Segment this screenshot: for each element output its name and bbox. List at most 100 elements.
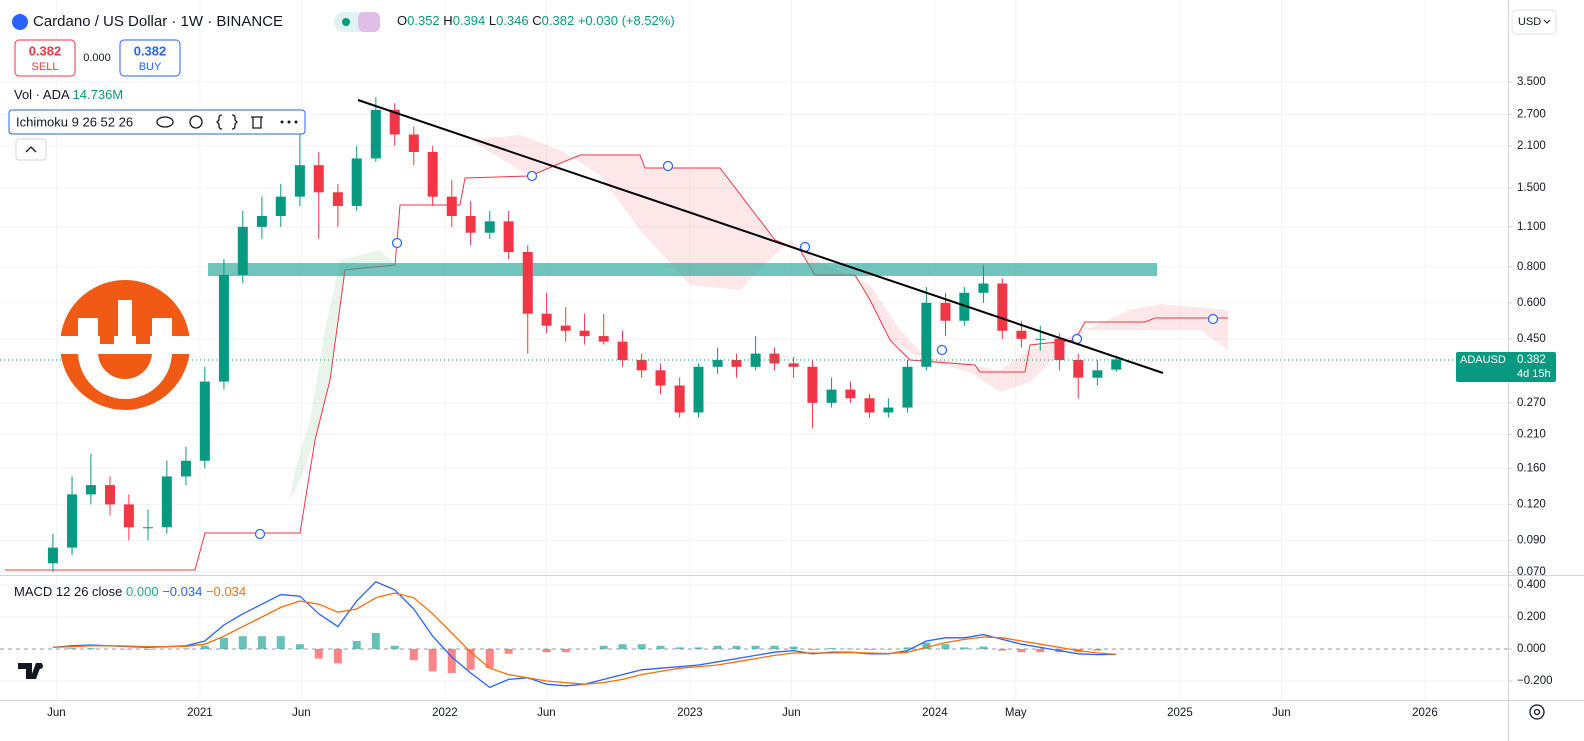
macd-histogram-bar	[789, 646, 798, 649]
x-tick-label: Jun	[47, 707, 66, 719]
sell-button[interactable]	[14, 39, 76, 77]
macd-histogram-bar	[352, 640, 361, 649]
macd-histogram-bar	[485, 648, 494, 669]
candle-body	[256, 215, 267, 227]
x-tick-label: Jun	[782, 707, 801, 719]
macd-histogram-bar	[903, 647, 912, 649]
logo-shape	[78, 318, 172, 399]
y-tick-label: 0.800	[1517, 261, 1546, 273]
anchor[interactable]	[254, 528, 266, 540]
candle-body	[484, 221, 495, 233]
macd-histogram-bar	[998, 648, 1007, 651]
c-value: 0.382	[542, 13, 575, 28]
y-tick-label: 0.600	[1517, 297, 1546, 309]
candle-body	[237, 226, 248, 275]
macd-histogram-bar	[86, 648, 95, 649]
symbol-title[interactable]: Cardano / US Dollar · 1W · BINANCE	[33, 13, 283, 30]
macd-histogram-bar	[257, 636, 266, 649]
macd-histogram-bar	[295, 644, 304, 649]
macd-histogram-bar	[428, 648, 437, 672]
candle-body	[313, 165, 324, 193]
macd-y-tick-label: 0.400	[1517, 579, 1546, 591]
candle-body	[123, 504, 134, 528]
x-tick-label: 2022	[432, 707, 458, 719]
macd-histogram-bar	[751, 645, 760, 649]
volume-value: 14.736M	[73, 87, 124, 102]
badge-icon[interactable]	[358, 12, 380, 32]
support-zone[interactable]	[208, 263, 1157, 276]
ichimoku-cloud-green	[290, 250, 395, 500]
ichimoku-baseline	[5, 154, 1228, 571]
macd-histogram-bar	[618, 644, 627, 649]
macd-histogram-bar	[732, 645, 741, 649]
macd-histogram-bar	[200, 645, 209, 649]
candle-body	[1016, 330, 1027, 339]
y-tick-label: 3.500	[1517, 76, 1546, 88]
candle-body	[1073, 360, 1084, 378]
macd-histogram-bar	[466, 648, 475, 670]
collapse-button[interactable]	[15, 138, 47, 161]
candle-body	[1111, 359, 1122, 370]
y-tick-label: 0.160	[1517, 462, 1546, 474]
x-tick-label: Jun	[292, 707, 311, 719]
candle-body	[408, 134, 419, 152]
macd-histogram-bar	[371, 632, 380, 649]
tv-logo	[18, 663, 42, 679]
macd-histogram-bar	[68, 648, 77, 649]
macd-histogram-bar	[542, 648, 551, 653]
anchor[interactable]	[391, 237, 403, 249]
h-label: H	[443, 13, 452, 28]
candle-body	[465, 215, 476, 233]
buy-button[interactable]	[119, 39, 181, 77]
macd-y-tick-label: 0.200	[1517, 611, 1546, 623]
macd-histogram-bar	[1093, 648, 1102, 651]
anchor[interactable]	[662, 160, 674, 172]
o-label: O	[397, 13, 407, 28]
change: +0.030 (+8.52%)	[578, 13, 675, 28]
y-tick-label: 0.270	[1517, 397, 1546, 409]
candle-body	[199, 381, 210, 461]
macd-histogram-bar	[960, 647, 969, 649]
volume-label: Vol · ADA	[14, 87, 70, 102]
more-icon[interactable]	[280, 120, 298, 124]
macd-histogram-bar	[1036, 648, 1045, 653]
macd-histogram-bar	[675, 647, 684, 649]
dot	[287, 120, 291, 124]
y-tick-label: 0.450	[1517, 333, 1546, 345]
candle-body	[446, 196, 457, 216]
candle-body	[522, 252, 533, 314]
macd-histogram-bar	[447, 648, 456, 673]
y-tick-label: 2.700	[1517, 108, 1546, 120]
macd-histogram-bar	[314, 648, 323, 659]
macd-histogram-bar	[143, 648, 152, 650]
macd-histogram-bar	[827, 648, 836, 649]
x-tick-label: 2021	[187, 707, 213, 719]
candle-body	[769, 353, 780, 364]
x-tick-label: 2023	[677, 707, 703, 719]
eye-icon[interactable]	[156, 116, 174, 128]
candle-body	[807, 366, 818, 403]
candle-body	[617, 341, 628, 361]
delete-icon[interactable]	[251, 116, 263, 129]
l-label: L	[489, 13, 496, 28]
settings-icon[interactable]	[189, 115, 203, 129]
dot	[294, 120, 298, 124]
settings-button[interactable]	[1529, 704, 1545, 720]
anchor[interactable]	[526, 170, 538, 182]
source-icon[interactable]	[216, 114, 238, 130]
macd-histogram-bar	[808, 648, 817, 650]
anchor[interactable]	[1207, 313, 1219, 325]
trend-line[interactable]	[357, 99, 1164, 374]
macd-histogram-bar	[1017, 648, 1026, 653]
l-value: 0.346	[496, 13, 529, 28]
macd-histogram-bar	[770, 645, 779, 649]
anchor[interactable]	[936, 344, 948, 356]
currency-button[interactable]	[1511, 9, 1557, 35]
logo	[60, 280, 190, 410]
dot	[280, 120, 284, 124]
collapse-icon	[25, 146, 37, 153]
x-tick-label: Jun	[537, 707, 556, 719]
macd-histogram-bar	[599, 645, 608, 649]
buy-price: 0.382	[134, 43, 167, 58]
candle-body	[1054, 338, 1065, 361]
